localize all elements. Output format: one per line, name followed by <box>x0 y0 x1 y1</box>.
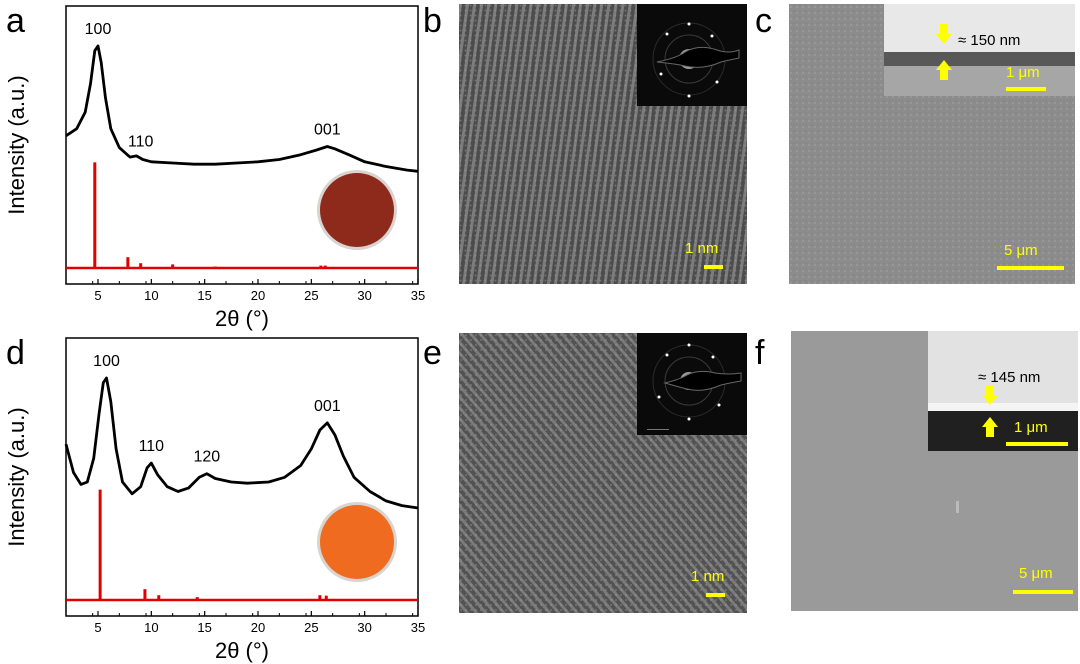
diffraction-pattern-icon <box>652 22 740 98</box>
xrd-chart-d: 5 10 15 20 25 30 35 2θ (°) Intensity (a.u.) 100 11… <box>4 337 425 663</box>
x-tick-label: 30 <box>357 620 371 635</box>
inset-scale-bar-c <box>1006 87 1046 91</box>
x-tick-label: 15 <box>197 620 211 635</box>
x-tick-label: 10 <box>144 288 158 303</box>
x-axis-label: 2θ (°) <box>215 638 269 663</box>
peak-label: 120 <box>193 449 220 466</box>
peak-label: 100 <box>85 21 112 38</box>
peak-label: 110 <box>128 133 154 150</box>
scale-bar-b <box>704 265 723 269</box>
x-tick-label: 30 <box>357 288 371 303</box>
x-tick-label: 35 <box>411 288 425 303</box>
plot-frame <box>65 337 419 617</box>
xrd-pattern-line <box>65 44 419 173</box>
tem-image-e: 1 nm <box>459 333 747 613</box>
xrd-pattern-line <box>64 376 419 510</box>
thickness-arrows-icon-f <box>982 385 998 437</box>
thickness-label-c: ≈ 150 nm <box>958 32 1021 49</box>
panel-label-a: a <box>6 2 25 40</box>
peak-label: 110 <box>139 438 165 455</box>
x-tick-label: 35 <box>411 620 425 635</box>
sample-photo-inset <box>317 170 397 250</box>
x-tick-label: 20 <box>251 620 265 635</box>
cross-section-inset-c: ≈ 150 nm 1 μm <box>884 4 1075 96</box>
peak-label: 100 <box>93 353 120 370</box>
thickness-arrows-icon-c <box>936 24 952 80</box>
sem-image-c: ≈ 150 nm 1 μm 5 μm <box>789 4 1075 284</box>
scale-label-b: 1 nm <box>685 240 719 257</box>
panel-label-b: b <box>423 2 442 40</box>
panel-label-c: c <box>755 2 772 40</box>
scale-label-f: 5 μm <box>1019 565 1053 582</box>
y-axis-label: Intensity (a.u.) <box>4 407 29 546</box>
x-tick-label: 15 <box>197 288 211 303</box>
inset-scale-bar-f <box>1006 442 1068 446</box>
scale-bar-e <box>706 593 725 597</box>
x-tick-label: 25 <box>304 288 318 303</box>
x-tick-label: 25 <box>304 620 318 635</box>
inset-scale-label-f: 1 μm <box>1014 419 1048 436</box>
thickness-label-f: ≈ 145 nm <box>978 369 1041 386</box>
x-tick-label: 5 <box>94 620 101 635</box>
sample-photo-inset <box>317 502 397 582</box>
scale-bar-c <box>997 266 1064 270</box>
scale-label-e: 1 nm <box>691 568 725 585</box>
x-tick-label: 20 <box>251 288 265 303</box>
film-disc <box>320 505 394 579</box>
lattice-fringes-b <box>459 4 747 284</box>
sem-image-f: ≈ 145 nm 1 μm 5 μm <box>791 331 1078 611</box>
peak-label: 001 <box>314 121 341 138</box>
peak-label: 001 <box>314 398 341 415</box>
panel-label-e: e <box>423 334 442 372</box>
panel-label-f: f <box>755 334 765 372</box>
x-tick-label: 5 <box>94 288 101 303</box>
saed-inset-b <box>637 4 747 106</box>
x-tick-label: 10 <box>144 620 158 635</box>
scale-label-c: 5 μm <box>1004 242 1038 259</box>
saed-inset-e <box>637 333 747 435</box>
inset-scale-label-c: 1 μm <box>1006 64 1040 81</box>
xrd-chart-a: 5 10 15 20 25 30 35 2θ (°) Intensity (a.u.) 100 11… <box>4 5 425 331</box>
scale-bar-f <box>1013 590 1073 594</box>
tem-image-b: 1 nm <box>459 4 747 284</box>
x-axis-label: 2θ (°) <box>215 306 269 331</box>
panel-label-d: d <box>6 334 25 372</box>
diffraction-pattern-icon <box>647 343 742 430</box>
y-axis-label: Intensity (a.u.) <box>4 75 29 214</box>
film-disc <box>320 173 394 247</box>
plot-frame <box>65 5 419 285</box>
cross-section-inset-f: ≈ 145 nm 1 μm <box>928 331 1078 451</box>
